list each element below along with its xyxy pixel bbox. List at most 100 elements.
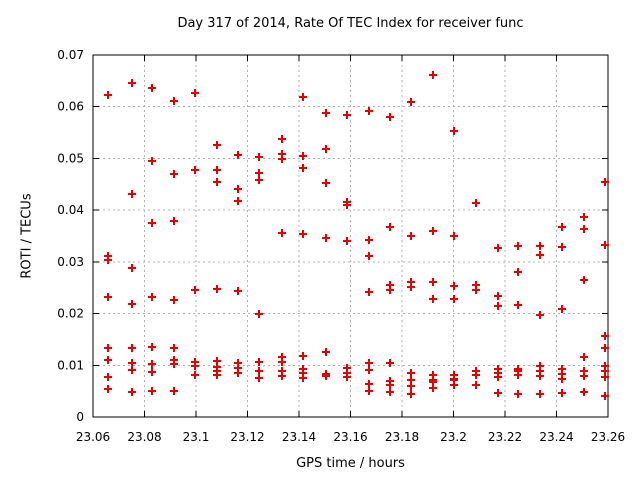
y-tick-label: 0.04 (57, 203, 84, 217)
data-point (365, 252, 373, 260)
data-point (450, 232, 458, 240)
data-point (407, 390, 415, 398)
data-point (128, 79, 136, 87)
data-point (450, 381, 458, 389)
y-tick-label: 0.07 (57, 48, 84, 62)
x-tick-label: 23.12 (230, 430, 264, 444)
data-point (213, 178, 221, 186)
data-point (322, 372, 330, 380)
data-point (255, 367, 263, 375)
data-point (148, 368, 156, 376)
data-point (278, 229, 286, 237)
data-point (278, 372, 286, 380)
x-tick-label: 23.18 (385, 430, 419, 444)
data-point (429, 384, 437, 392)
data-point (601, 332, 609, 340)
data-point (429, 295, 437, 303)
data-point (558, 223, 566, 231)
data-point (104, 356, 112, 364)
data-point (343, 373, 351, 381)
data-point (429, 71, 437, 79)
data-point (601, 241, 609, 249)
data-point (365, 107, 373, 115)
data-point (494, 389, 502, 397)
data-point (128, 359, 136, 367)
data-point (601, 344, 609, 352)
data-point (170, 387, 178, 395)
data-point (170, 97, 178, 105)
data-point (128, 366, 136, 374)
data-point (514, 371, 522, 379)
data-point (472, 286, 480, 294)
data-point (148, 157, 156, 165)
data-point (386, 286, 394, 294)
data-point (104, 256, 112, 264)
data-point (514, 390, 522, 398)
data-point (536, 251, 544, 259)
data-point (407, 369, 415, 377)
data-point (148, 219, 156, 227)
data-point (386, 223, 394, 231)
data-point (429, 278, 437, 286)
data-point (536, 242, 544, 250)
data-point (494, 373, 502, 381)
data-point (450, 127, 458, 135)
data-point (536, 311, 544, 319)
data-point (580, 372, 588, 380)
data-point (148, 360, 156, 368)
data-point (213, 141, 221, 149)
data-point (558, 305, 566, 313)
data-point (558, 375, 566, 383)
data-point (299, 152, 307, 160)
data-point (234, 287, 242, 295)
data-point (494, 302, 502, 310)
data-point (191, 286, 199, 294)
data-point (601, 373, 609, 381)
data-point (472, 371, 480, 379)
data-point (558, 389, 566, 397)
data-point (580, 225, 588, 233)
data-point (407, 283, 415, 291)
data-point (104, 91, 112, 99)
data-point (343, 201, 351, 209)
data-point (472, 199, 480, 207)
data-point (514, 301, 522, 309)
data-point (104, 385, 112, 393)
data-point (299, 374, 307, 382)
data-point (322, 145, 330, 153)
data-point (536, 372, 544, 380)
data-point (191, 89, 199, 97)
y-axis-label: ROTI / TECUs (19, 193, 35, 279)
y-tick-label: 0.01 (57, 358, 84, 372)
data-point (234, 151, 242, 159)
data-point (234, 369, 242, 377)
data-point (278, 358, 286, 366)
data-point (104, 293, 112, 301)
data-point (386, 113, 394, 121)
data-point (365, 288, 373, 296)
data-point (104, 373, 112, 381)
data-point (148, 387, 156, 395)
data-point (343, 111, 351, 119)
x-tick-label: 23.26 (591, 430, 625, 444)
data-point (170, 344, 178, 352)
data-point (580, 388, 588, 396)
data-point (494, 244, 502, 252)
data-point (514, 242, 522, 250)
data-point (386, 359, 394, 367)
data-point (234, 185, 242, 193)
data-point (255, 169, 263, 177)
data-point (580, 213, 588, 221)
data-point (170, 296, 178, 304)
data-point (536, 390, 544, 398)
data-point (170, 217, 178, 225)
data-point (558, 243, 566, 251)
data-point (128, 300, 136, 308)
x-tick-label: 23.2 (440, 430, 467, 444)
data-point (365, 387, 373, 395)
data-point (322, 109, 330, 117)
data-point (104, 344, 112, 352)
x-tick-label: 23.1 (183, 430, 210, 444)
data-point (278, 155, 286, 163)
